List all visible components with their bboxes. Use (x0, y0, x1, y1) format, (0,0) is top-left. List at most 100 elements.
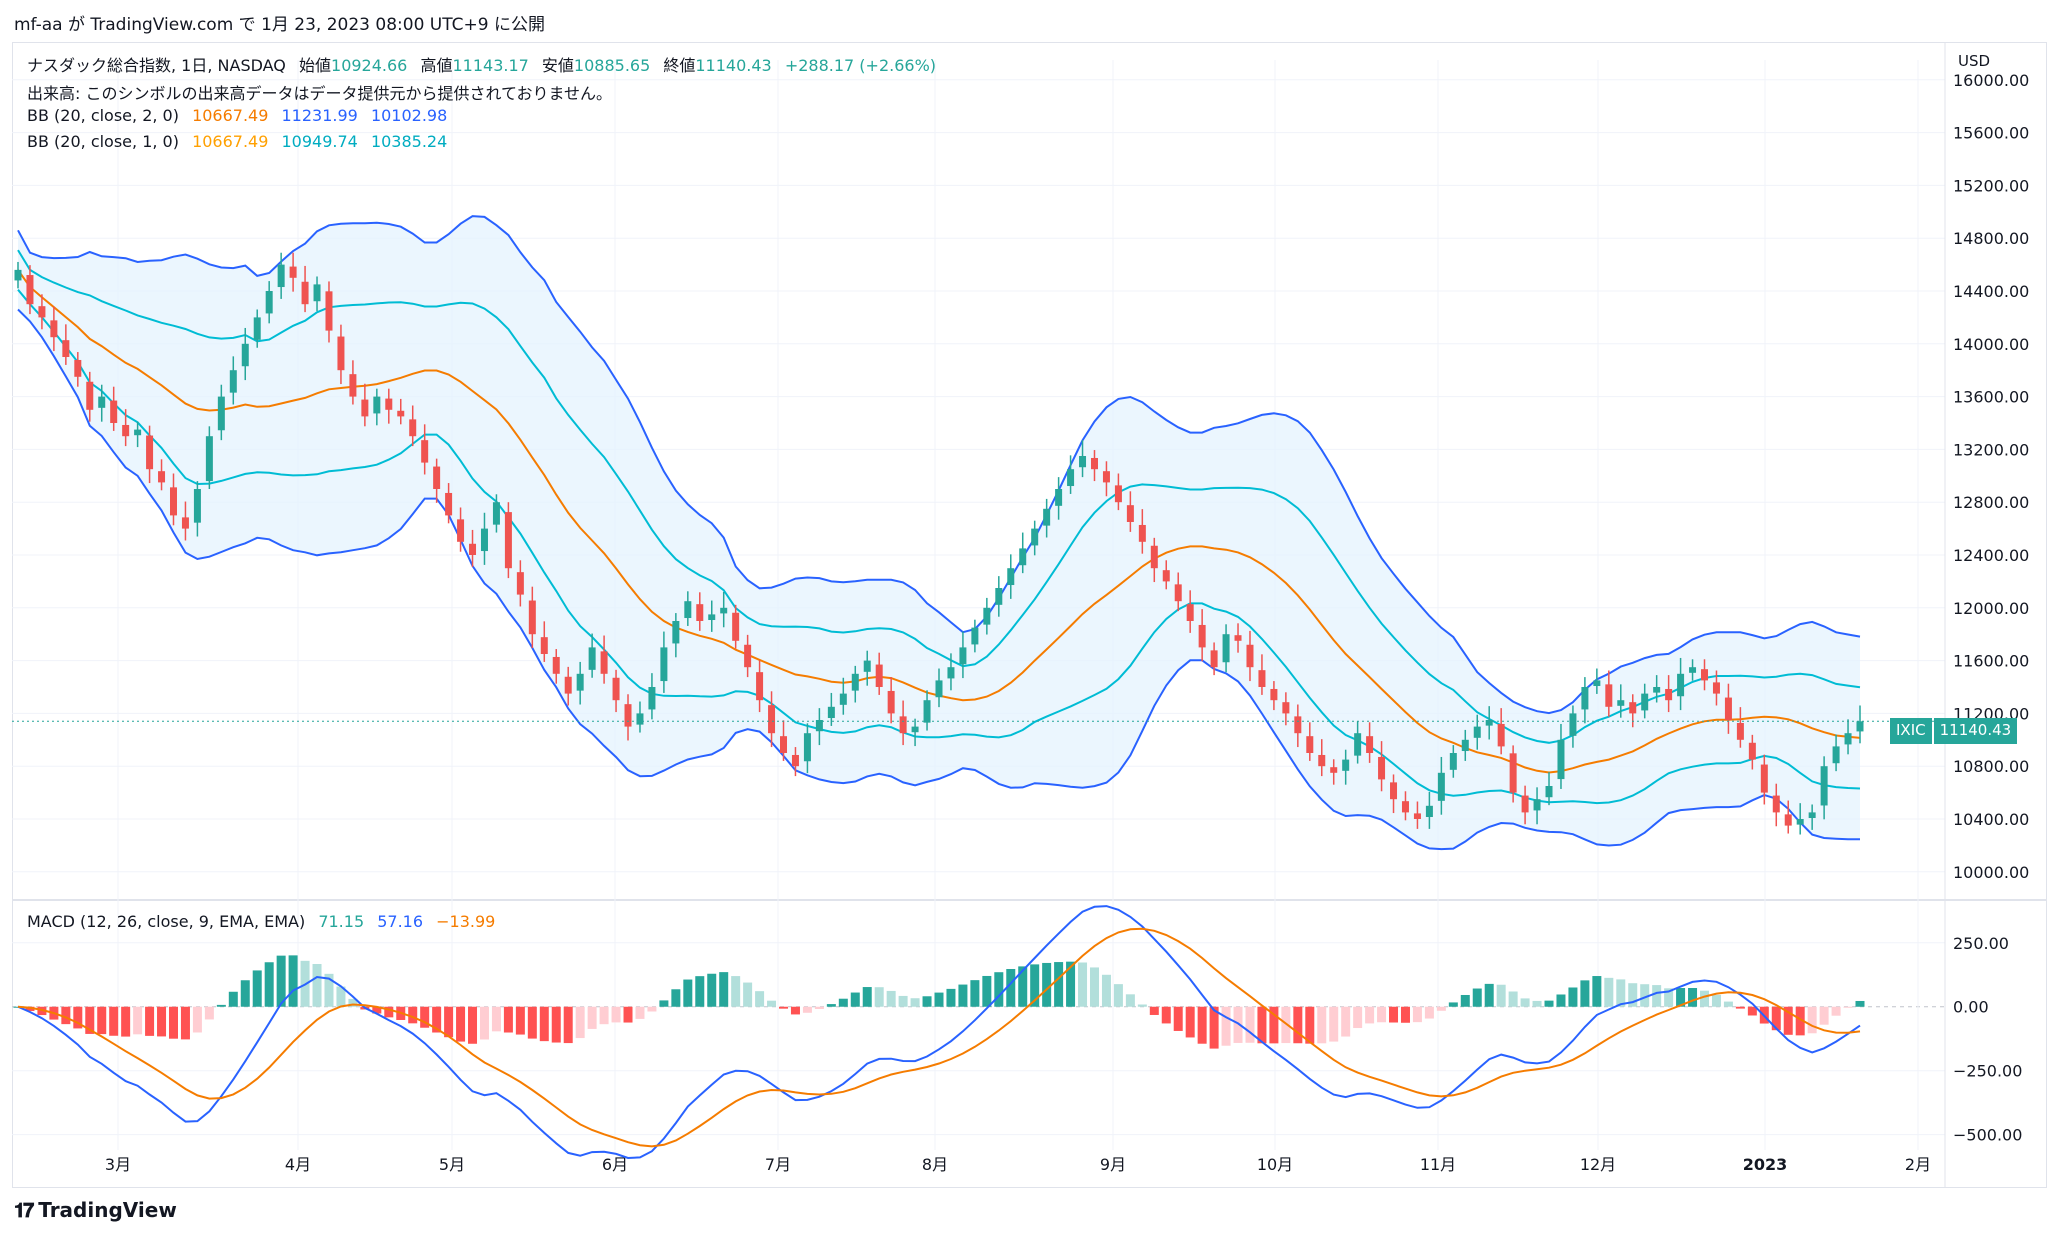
bb2-lower: 10102.98 (370, 106, 448, 125)
macd-histogram-bar (1855, 1000, 1865, 1007)
bb2-upper-line (17, 215, 1861, 715)
time-tick-label: 4月 (285, 1155, 311, 1174)
candle-body (947, 667, 955, 679)
candle-body (851, 673, 859, 691)
macd-histogram-bar (1723, 1001, 1733, 1007)
macd-hist-value: 71.15 (318, 912, 365, 931)
macd-histogram-bar (479, 1006, 489, 1040)
macd-histogram-bar (1233, 1006, 1243, 1043)
candle-body (1533, 799, 1541, 811)
candle-body (1832, 746, 1840, 764)
ohlc-legend: ナスダック総合指数, 1日, NASDAQ 始値10924.66 高値11143… (27, 52, 944, 76)
candle-body (588, 647, 596, 670)
candle-body (636, 713, 644, 725)
macd-histogram-bar (1424, 1006, 1434, 1019)
candle-body (26, 275, 34, 305)
macd-histogram-bar (1807, 1006, 1817, 1034)
price-tick-label: 10400.00 (1953, 810, 2029, 829)
candle-body (433, 466, 441, 489)
candle-body (708, 614, 716, 621)
macd-histogram-bar (1544, 1000, 1554, 1007)
price-tick-label: 12800.00 (1953, 493, 2029, 512)
candle-body (1318, 754, 1326, 767)
bb2-legend: BB (20, close, 2, 0) 10667.49 11231.99 1… (27, 106, 455, 125)
low-label: 安値 (541, 56, 574, 75)
candle-body (1712, 682, 1720, 694)
candle-body (1234, 635, 1242, 641)
candle-body (1724, 697, 1732, 720)
macd-histogram-bar (228, 991, 238, 1007)
macd-histogram-bar (420, 1006, 430, 1028)
macd-histogram-bar (647, 1006, 657, 1012)
candle-body (1079, 456, 1087, 468)
macd-histogram-bar (240, 980, 250, 1007)
candle-body (504, 512, 512, 569)
candle-body (576, 673, 584, 691)
candle-body (1844, 733, 1852, 745)
candle-body (86, 381, 94, 410)
candle-body (1736, 722, 1744, 740)
macd-histogram-bar (168, 1006, 178, 1039)
macd-line (17, 905, 1861, 1160)
macd-histogram-bar (946, 988, 956, 1007)
macd-histogram-bar (1173, 1006, 1183, 1031)
candle-body (181, 517, 189, 529)
candle-body (421, 440, 429, 463)
macd-histogram-bar (384, 1006, 394, 1018)
time-tick-label: 7月 (765, 1155, 791, 1174)
candle-body (1043, 508, 1051, 526)
macd-histogram-bar (1831, 1006, 1841, 1016)
macd-histogram-bar (826, 1004, 836, 1007)
candle-body (14, 269, 22, 281)
price-tick-label: 10800.00 (1953, 757, 2029, 776)
candle-body (887, 690, 895, 714)
macd-histogram-bar (898, 995, 908, 1007)
price-tick-label: 16000.00 (1953, 71, 2029, 90)
macd-histogram-bar (575, 1006, 585, 1039)
macd-histogram-bar (1580, 980, 1590, 1007)
time-tick-label: 9月 (1100, 1155, 1126, 1174)
macd-histogram-bar (1783, 1006, 1793, 1035)
price-tick-label: 13200.00 (1953, 440, 2029, 459)
candle-body (995, 588, 1003, 605)
candle-body (648, 687, 656, 710)
candle-body (409, 419, 417, 437)
candle-body (1019, 548, 1027, 566)
macd-histogram-bar (838, 998, 848, 1007)
candle-body (62, 340, 70, 357)
candle-body (289, 266, 297, 278)
candle-body (74, 359, 82, 377)
macd-histogram-bar (779, 1006, 789, 1009)
macd-histogram-bar (1676, 988, 1686, 1007)
macd-histogram-bar (1341, 1006, 1351, 1037)
macd-histogram-bar (288, 955, 298, 1007)
bb1-lower: 10385.24 (370, 132, 448, 151)
high-label: 高値 (420, 56, 453, 75)
candle-body (146, 435, 154, 470)
candle-body (1748, 742, 1756, 760)
macd-histogram-bar (1484, 983, 1494, 1007)
macd-histogram-bar (1843, 1006, 1853, 1008)
candle-body (1856, 721, 1864, 732)
macd-histogram-bar (1221, 1006, 1231, 1046)
candle-body (241, 343, 249, 367)
macd-histogram-bar (276, 955, 286, 1007)
macd-histogram-bar (109, 1006, 119, 1036)
macd-histogram-bar (1042, 962, 1052, 1007)
candle-body (1569, 713, 1577, 736)
candle-body (1820, 766, 1828, 806)
macd-signal-line (17, 927, 1861, 1148)
macd-histogram-bar (491, 1006, 501, 1032)
candle-body (1593, 680, 1601, 687)
bb2-basis: 10667.49 (192, 106, 269, 125)
macd-histogram-bar (1664, 988, 1674, 1007)
candle-body (98, 396, 106, 408)
candle-body (839, 693, 847, 705)
candle-body (1294, 716, 1302, 734)
macd-tick-label: −500.00 (1953, 1126, 2022, 1145)
candle-body (1808, 812, 1816, 819)
macd-histogram-bar (850, 992, 860, 1007)
footer-brand[interactable]: 𝟏𝟕 TradingView (14, 1198, 177, 1222)
candle-body (361, 399, 369, 417)
